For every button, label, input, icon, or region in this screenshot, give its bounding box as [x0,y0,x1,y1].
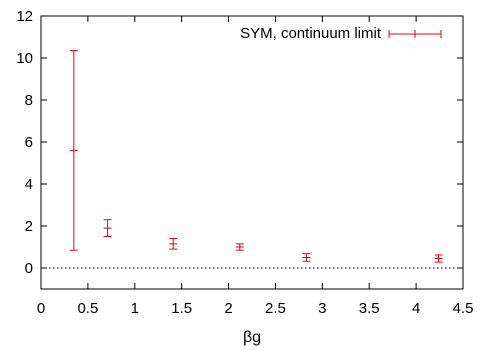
legend-sample [388,30,442,38]
x-tick-label: 3.5 [359,300,380,317]
x-tick-label: 2.5 [265,300,286,317]
data-point [434,254,443,263]
x-tick-label: 1 [131,300,139,317]
data-point [69,50,78,251]
x-tick-label: 3 [318,300,326,317]
x-tick-label: 2 [224,300,232,317]
y-tick-label: 10 [16,50,33,67]
x-tick-label: 4.5 [453,300,474,317]
y-tick-label: 12 [16,8,33,25]
x-tick-label: 0.5 [77,300,98,317]
data-point [302,253,311,262]
x-axis-title: βg [243,329,261,346]
y-axis: 0 2 4 6 8 10 12 [16,8,463,277]
x-tick-label: 4 [412,300,420,317]
x-axis: 0 0.5 1 1.5 2 2.5 3 3.5 4 4.5 [37,16,474,317]
y-tick-label: 2 [25,218,33,235]
data-point [103,219,112,237]
data-point [169,238,178,250]
data-point [235,243,244,251]
x-tick-label: 1.5 [171,300,192,317]
y-tick-label: 8 [25,92,33,109]
legend-label: SYM, continuum limit [240,25,382,42]
data-series [69,50,443,263]
y-tick-label: 6 [25,134,33,151]
x-tick-label: 0 [37,300,45,317]
y-tick-label: 0 [25,260,33,277]
legend: SYM, continuum limit [240,25,442,42]
plot-frame [40,15,464,290]
y-tick-label: 4 [25,176,33,193]
